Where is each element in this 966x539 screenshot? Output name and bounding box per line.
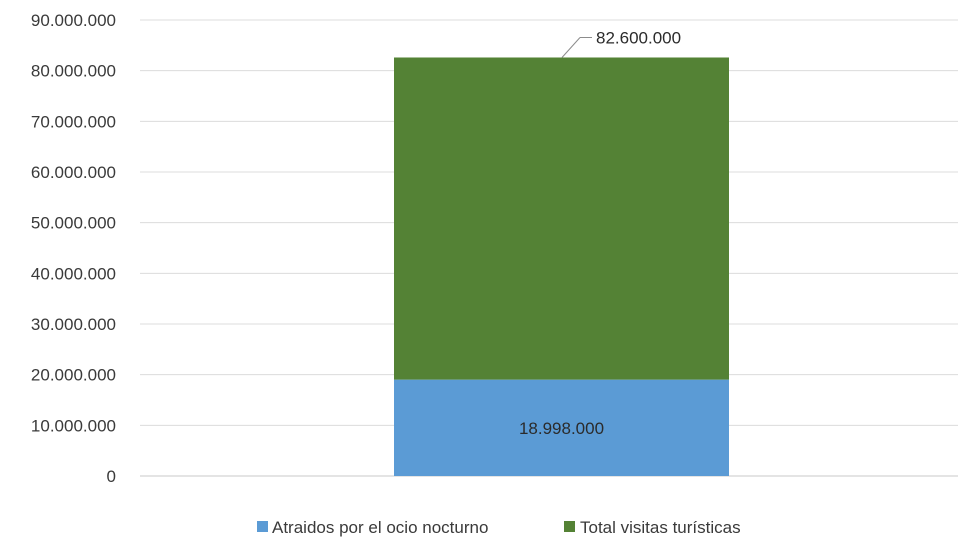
legend-swatch-total <box>564 521 575 532</box>
y-tick-label: 70.000.000 <box>31 112 116 131</box>
y-tick-label: 90.000.000 <box>31 11 116 30</box>
y-tick-label: 20.000.000 <box>31 366 116 385</box>
bar-segment-nocturno <box>394 379 729 476</box>
legend-label-total: Total visitas turísticas <box>580 518 741 537</box>
data-label-leader-line <box>561 37 581 58</box>
y-tick-label: 40.000.000 <box>31 264 116 283</box>
y-tick-label: 50.000.000 <box>31 214 116 233</box>
legend-label-nocturno: Atraidos por el ocio nocturno <box>272 518 488 537</box>
y-tick-label: 30.000.000 <box>31 315 116 334</box>
y-axis: 0 10.000.000 20.000.000 30.000.000 40.000.00… <box>31 11 116 486</box>
y-tick-label: 60.000.000 <box>31 163 116 182</box>
legend: Atraidos por el ocio nocturno Total visi… <box>257 518 741 537</box>
data-label-total: 82.600.000 <box>596 28 681 47</box>
bar-segment-total <box>394 57 729 380</box>
legend-swatch-nocturno <box>257 521 268 532</box>
bars <box>394 57 729 476</box>
data-labels: 82.600.000 18.998.000 <box>519 28 681 437</box>
data-label-nocturno: 18.998.000 <box>519 419 604 438</box>
y-tick-label: 80.000.000 <box>31 62 116 81</box>
y-tick-label: 10.000.000 <box>31 416 116 435</box>
y-tick-label: 0 <box>107 467 116 486</box>
